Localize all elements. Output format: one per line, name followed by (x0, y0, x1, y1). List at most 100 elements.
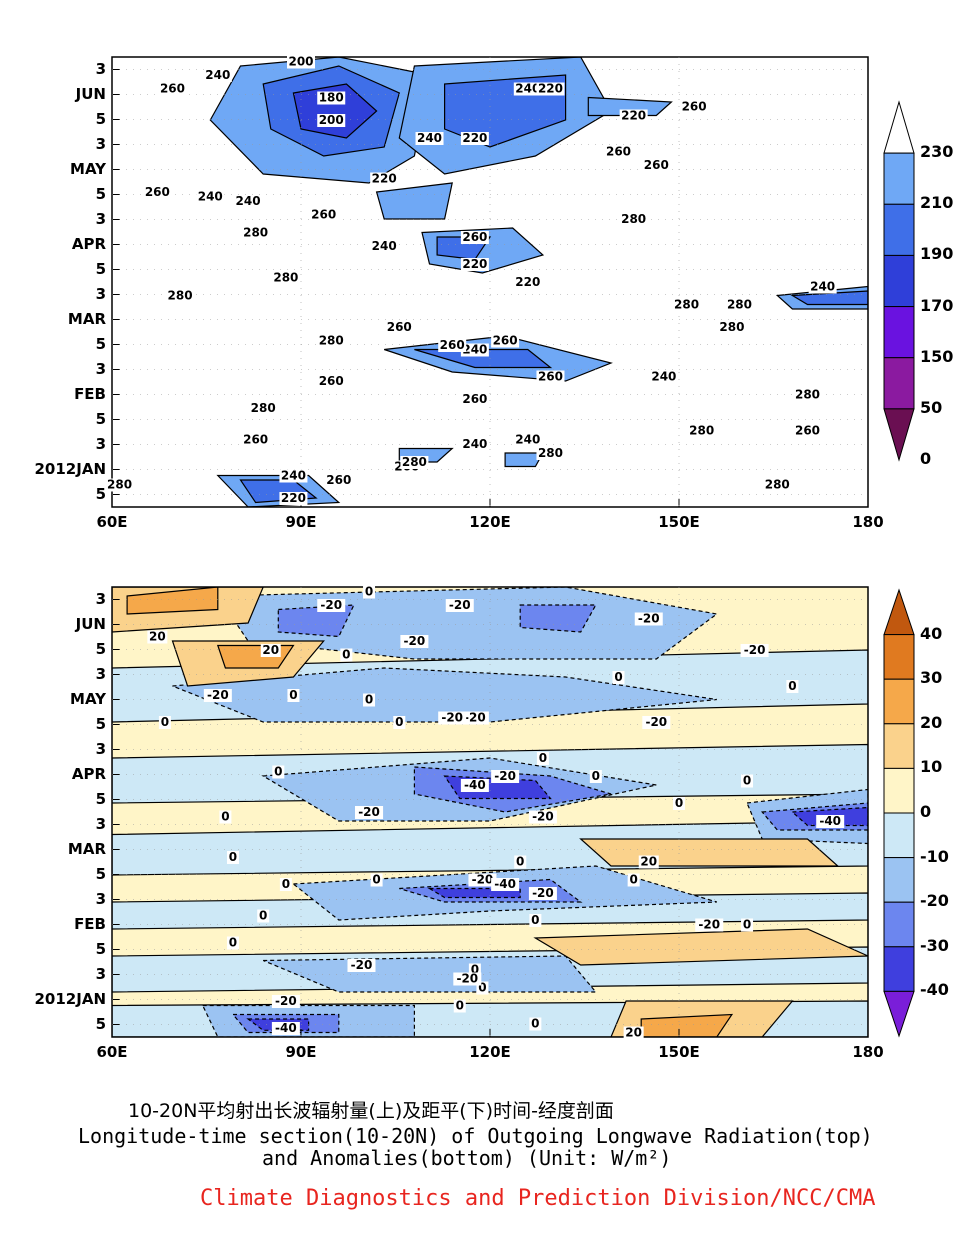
contour-label: -20 (634, 612, 663, 626)
svg-text:-20: -20 (351, 958, 373, 972)
x-tick-label: 90E (285, 513, 317, 531)
y-tick-label: 3 (95, 134, 106, 153)
colorbar (883, 100, 915, 462)
svg-text:-20: -20 (275, 994, 297, 1008)
contour-line (216, 474, 341, 507)
contour-label: -20 (740, 643, 769, 657)
contour-label: 240 (203, 68, 232, 82)
contour-label: 20 (638, 855, 659, 869)
contour-label: 0 (287, 688, 300, 702)
y-tick-label: 5 (95, 109, 106, 128)
contour-label: 260 (158, 82, 187, 96)
contour-label: -20 (528, 886, 557, 900)
contour-label: -20 (491, 769, 520, 783)
colorbar-swatch (883, 203, 915, 256)
svg-text:0: 0 (229, 850, 237, 864)
contour-label: 240 (808, 280, 837, 294)
svg-text:0: 0 (229, 936, 237, 950)
contour-fill-region (535, 929, 868, 965)
contour-label: 240 (234, 194, 263, 208)
y-tick-label: 5 (95, 409, 106, 428)
svg-text:0: 0 (259, 909, 267, 923)
contour-label: 280 (536, 446, 565, 460)
contour-line (790, 806, 868, 827)
contour-label: 0 (627, 873, 640, 887)
x-tick-label: 90E (285, 1043, 317, 1061)
svg-text:-40: -40 (275, 1021, 297, 1035)
contour-label: -20 (438, 711, 467, 725)
contour-line (262, 955, 598, 993)
svg-text:240: 240 (281, 469, 306, 483)
contour-label: 220 (460, 257, 489, 271)
colorbar-label: 20 (920, 712, 943, 732)
colorbar-swatch (883, 812, 915, 859)
svg-text:200: 200 (319, 113, 344, 127)
svg-text:20: 20 (640, 855, 657, 869)
svg-text:-40: -40 (494, 877, 516, 891)
contour-line (239, 479, 318, 504)
svg-text:-20: -20 (320, 598, 342, 612)
svg-text:0: 0 (372, 873, 380, 887)
svg-text:280: 280 (107, 478, 132, 492)
contour-line (760, 802, 868, 831)
x-tick-label: 150E (658, 1043, 700, 1061)
svg-text:-20: -20 (472, 873, 494, 887)
contour-label: 240 (513, 82, 542, 96)
colorbar-label: -30 (920, 935, 949, 955)
caption-english-line2: and Anomalies(bottom) (Unit: W/m²) (262, 1146, 672, 1170)
svg-text:220: 220 (621, 109, 646, 123)
contour-line (790, 290, 868, 306)
svg-text:-20: -20 (532, 886, 554, 900)
svg-text:260: 260 (145, 185, 170, 199)
contour-label: 280 (725, 298, 754, 312)
contour-label: 220 (536, 82, 565, 96)
svg-text:-20: -20 (532, 810, 554, 824)
contour-label: -20 (445, 598, 474, 612)
contour-line (519, 604, 597, 633)
svg-text:0: 0 (221, 810, 229, 824)
svg-text:260: 260 (462, 392, 487, 406)
contour-label: 260 (241, 433, 270, 447)
svg-text:180: 180 (319, 91, 344, 105)
svg-text:220: 220 (538, 82, 563, 96)
contour-label: 260 (604, 145, 633, 159)
svg-text:0: 0 (516, 855, 524, 869)
svg-text:0: 0 (675, 796, 683, 810)
svg-text:280: 280 (243, 226, 268, 240)
svg-text:260: 260 (462, 230, 487, 244)
contour-label: 0 (219, 810, 232, 824)
colorbar-arrow-bottom (883, 408, 915, 462)
contour-label: 240 (460, 437, 489, 451)
contour-label: -20 (453, 972, 482, 986)
colorbar-arrow-bottom (883, 990, 915, 1038)
y-tick-label: 3 (95, 814, 106, 833)
contour-label: 280 (249, 401, 278, 415)
contour-label: 260 (143, 185, 172, 199)
contour-line (398, 447, 454, 463)
svg-text:0: 0 (471, 963, 479, 977)
y-tick-label: 5 (95, 639, 106, 658)
colorbar-label: 150 (920, 346, 954, 366)
svg-text:260: 260 (326, 473, 351, 487)
svg-text:240: 240 (198, 190, 223, 204)
svg-text:200: 200 (288, 55, 313, 69)
svg-text:260: 260 (538, 370, 563, 384)
svg-text:0: 0 (788, 679, 796, 693)
y-tick-label: 5 (95, 789, 106, 808)
svg-text:-20: -20 (207, 688, 229, 702)
contour-label: 280 (241, 226, 270, 240)
svg-text:260: 260 (493, 334, 518, 348)
x-tick-label: 150E (658, 513, 700, 531)
y-tick-label: 3 (95, 964, 106, 983)
svg-text:0: 0 (161, 715, 169, 729)
svg-text:280: 280 (273, 271, 298, 285)
contour-fill-region (588, 97, 672, 116)
svg-text:240: 240 (372, 239, 397, 253)
contour-fill-region (376, 183, 453, 219)
contour-label: 0 (673, 796, 685, 810)
svg-text:20: 20 (625, 1026, 642, 1040)
contour-line (216, 587, 719, 660)
svg-text:0: 0 (365, 693, 373, 707)
svg-text:220: 220 (462, 257, 487, 271)
svg-text:240: 240 (205, 68, 230, 82)
